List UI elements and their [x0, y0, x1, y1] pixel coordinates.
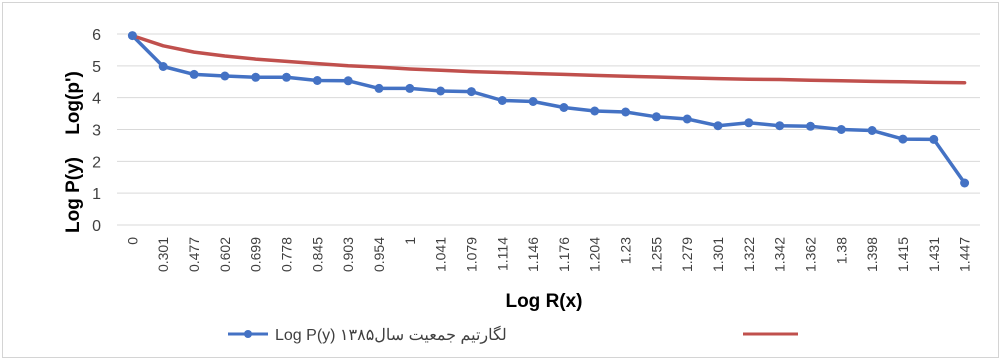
- series-1-point: [497, 96, 507, 105]
- x-tick-label: 1.114: [494, 237, 510, 271]
- series-1-point: [374, 83, 384, 93]
- x-tick-label: 0.845: [309, 237, 325, 272]
- series-1-point: [960, 178, 970, 188]
- series-1-point: [343, 76, 353, 86]
- y-tick-label: 1: [92, 186, 101, 203]
- series-1-point: [127, 31, 137, 41]
- x-tick-label: 1.38: [833, 237, 849, 264]
- x-tick-label: 1.342: [772, 237, 788, 272]
- series-1-point: [867, 126, 877, 135]
- series-1-point: [898, 134, 908, 144]
- x-tick-label: 1.398: [864, 237, 880, 272]
- x-tick-label: 1.447: [957, 237, 973, 272]
- x-tick-label: 1.079: [463, 237, 479, 272]
- series-1-point: [436, 86, 446, 96]
- x-tick-label: 0.778: [279, 237, 295, 272]
- y-tick-label: 2: [92, 154, 101, 171]
- series-1-point: [559, 103, 569, 112]
- x-tick-label: 1.431: [926, 237, 942, 272]
- x-tick-label: 1.204: [587, 237, 603, 272]
- series-1-point: [528, 97, 538, 106]
- series-1-point: [189, 69, 199, 79]
- x-tick-label: 0.699: [248, 237, 264, 272]
- x-tick-label: 1.301: [710, 237, 726, 272]
- x-tick-label: 0.954: [371, 237, 387, 272]
- series-1-point: [405, 83, 415, 93]
- x-tick-label: 1.279: [679, 237, 695, 272]
- legend-item-series-1: Log P(y) لگارتیم جمعیت سال۱۳۸۵: [228, 325, 507, 344]
- series-line-1: [130, 33, 967, 185]
- x-tick-label: 1.146: [525, 237, 541, 272]
- y-tick-label: 6: [92, 27, 101, 44]
- x-tick-label: 1: [402, 237, 418, 245]
- series-1-point: [282, 72, 291, 82]
- x-axis-title: Log R(x): [505, 291, 582, 312]
- x-axis-ticks: 0 0.301 0.477 0.602 0.699 0.778 0.845 0.903 0.95…: [124, 237, 972, 272]
- gridlines: [117, 33, 980, 226]
- series-1-point: [158, 62, 168, 71]
- x-tick-label: 1.415: [895, 237, 911, 272]
- x-tick-label: 1.23: [618, 237, 634, 264]
- x-tick-label: 1.322: [741, 237, 757, 272]
- series-1-point: [836, 125, 846, 134]
- y-tick-label: 3: [92, 123, 101, 140]
- legend-label-series-1: Log P(y) لگارتیم جمعیت سال۱۳۸۵: [275, 325, 507, 344]
- series-1-point: [713, 121, 723, 131]
- y-axis-ticks: 0 1 2 3 4 5 6: [92, 27, 101, 235]
- x-tick-label: 0.301: [155, 237, 171, 272]
- series-1-point: [312, 76, 322, 85]
- series-1-point: [251, 72, 261, 82]
- y-axis-title-bottom: Log P(y): [63, 157, 84, 233]
- x-tick-label: 0.602: [217, 237, 233, 272]
- legend-marker-series-1: [244, 330, 252, 338]
- series-1-point: [651, 112, 661, 122]
- series-1-point: [929, 134, 939, 144]
- x-tick-label: 0.903: [340, 237, 356, 272]
- series-layer: [127, 31, 970, 188]
- x-tick-label: 0: [124, 237, 140, 245]
- y-tick-label: 4: [92, 91, 101, 108]
- x-tick-label: 1.255: [648, 237, 664, 272]
- x-tick-label: 1.362: [802, 237, 818, 272]
- x-tick-label: 1.176: [556, 237, 572, 272]
- series-1-point: [682, 114, 692, 124]
- series-line-2: [130, 33, 967, 85]
- series-1-point: [621, 107, 631, 117]
- x-tick-label: 0.477: [186, 237, 202, 272]
- series-1-point: [775, 121, 785, 131]
- series-1-point: [590, 106, 600, 116]
- series-1-point: [744, 118, 754, 128]
- series-1-point: [806, 121, 815, 131]
- series-1-point: [466, 87, 476, 97]
- legend: Log P(y) لگارتیم جمعیت سال۱۳۸۵: [228, 325, 798, 344]
- y-axis-title-top: Log(p'): [63, 71, 84, 135]
- x-tick-label: 1.041: [433, 237, 449, 272]
- y-tick-label: 0: [92, 218, 101, 235]
- y-tick-label: 5: [92, 59, 101, 76]
- series-1-point: [220, 71, 230, 81]
